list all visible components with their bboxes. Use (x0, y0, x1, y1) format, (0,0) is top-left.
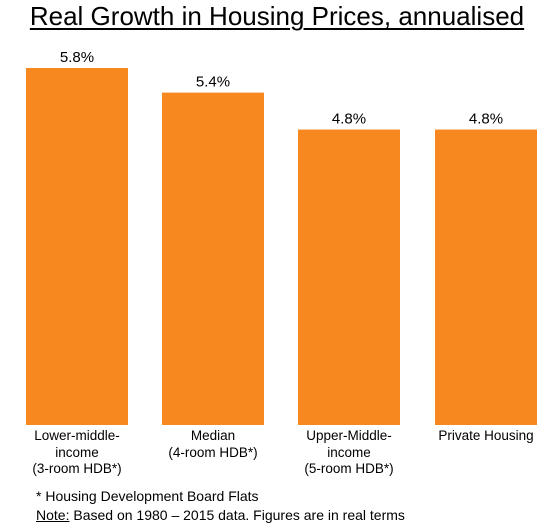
category-label: Upper-Middle- income (5-room HDB*) (304, 428, 394, 476)
bar (26, 68, 128, 425)
category-label: Lower-middle- income (3-room HDB*) (32, 428, 122, 476)
bar (298, 129, 400, 425)
data-label: 4.8% (332, 111, 366, 128)
note-text: Based on 1980 – 2015 data. Figures are i… (69, 507, 405, 523)
note-label: Note: (36, 507, 70, 523)
data-label: 4.8% (469, 111, 503, 128)
bar (162, 92, 264, 425)
category-label: Private Housing (438, 428, 534, 443)
note-line: Note: Based on 1980 – 2015 data. Figures… (36, 506, 405, 524)
category-label: Median (4-room HDB*) (168, 428, 258, 460)
data-label: 5.4% (196, 74, 230, 91)
chart-title: Real Growth in Housing Prices, annualise… (29, 1, 525, 31)
data-label: 5.8% (60, 49, 94, 66)
bar (435, 129, 537, 425)
footnote: * Housing Development Board Flats (36, 488, 259, 504)
